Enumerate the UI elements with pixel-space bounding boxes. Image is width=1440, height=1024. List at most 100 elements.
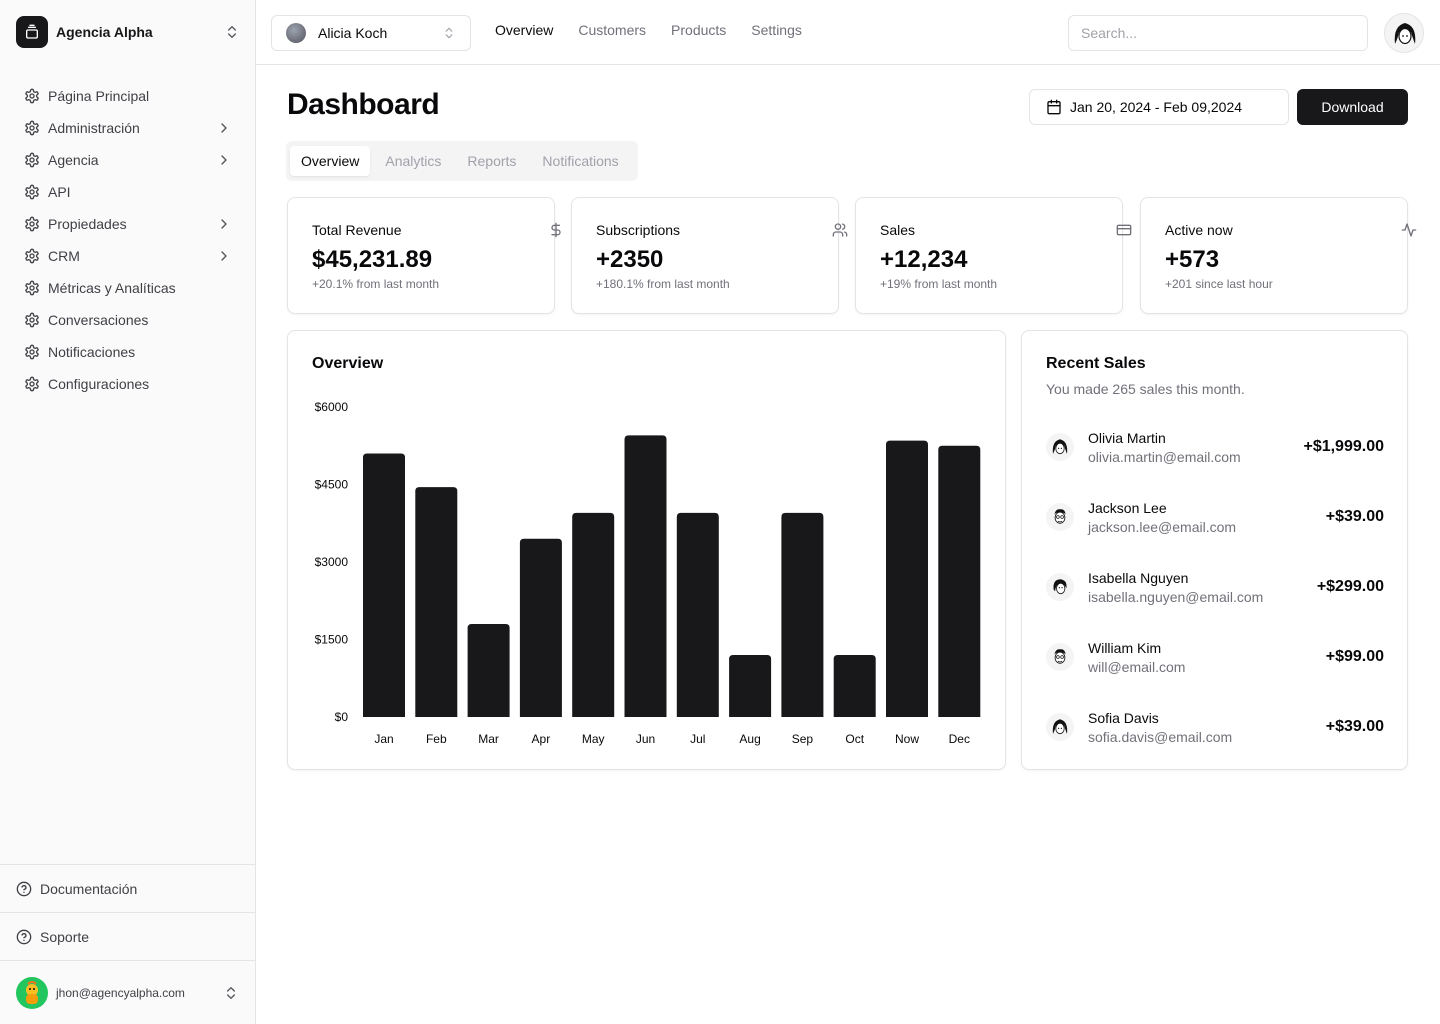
gear-icon: [25, 216, 39, 232]
y-tick-label: $0: [335, 710, 349, 724]
sidebar-item-api[interactable]: API: [16, 176, 240, 208]
avatar: [1046, 573, 1074, 601]
sidebar-item-label: Agencia: [48, 152, 99, 168]
sidebar-item-notificaciones[interactable]: Notificaciones: [16, 336, 240, 368]
sidebar-item-agencia[interactable]: Agencia: [16, 144, 240, 176]
sidebar-item-pagina-principal[interactable]: Página Principal: [16, 80, 240, 112]
calendar-icon: [1047, 99, 1061, 115]
stat-card-subscriptions: Subscriptions +2350 +180.1% from last mo…: [571, 197, 848, 314]
sidebar-nav: Página Principal Administración Agencia …: [16, 80, 240, 400]
brand-logo-icon: [16, 16, 48, 48]
customer-email: sofia.davis@email.com: [1088, 728, 1233, 745]
sale-amount: +$39.00: [1325, 718, 1384, 735]
avatar: [1046, 503, 1074, 531]
recent-sales-title: Recent Sales: [1046, 355, 1146, 372]
overview-chart-card: Overview $0 $1500 $3000 $4500 $6000 Jan Feb Mar…: [287, 330, 1006, 770]
sidebar-item-propiedades[interactable]: Propiedades: [16, 208, 240, 240]
brand-switcher[interactable]: Agencia Alpha: [16, 16, 240, 48]
tab-analytics[interactable]: Analytics: [385, 153, 442, 169]
sidebar-item-conversaciones[interactable]: Conversaciones: [16, 304, 240, 336]
gear-icon: [25, 152, 39, 168]
customer-name: Jackson Lee: [1088, 499, 1167, 516]
team-switcher[interactable]: Alicia Koch: [271, 15, 471, 51]
team-name: Alicia Koch: [318, 25, 388, 41]
chart-bar-jun[interactable]: [624, 435, 667, 717]
chart-bar-may[interactable]: [572, 512, 615, 717]
tab-notifications[interactable]: Notifications: [542, 153, 619, 169]
chart-bar-feb[interactable]: [415, 487, 458, 717]
customer-name: Sofia Davis: [1088, 709, 1159, 726]
recent-sales-card: Recent Sales You made 265 sales this mon…: [1021, 330, 1408, 770]
chart-bar-mar[interactable]: [467, 624, 510, 717]
stat-title: Active now: [1165, 222, 1233, 238]
chart-bar-sep[interactable]: [781, 512, 824, 717]
nav-overview[interactable]: Overview: [495, 22, 554, 38]
avatar: [1046, 643, 1074, 671]
sale-amount: +$99.00: [1325, 648, 1384, 665]
nav-customers[interactable]: Customers: [578, 22, 647, 38]
download-button[interactable]: Download: [1297, 89, 1408, 125]
activity-icon: [1401, 223, 1417, 237]
customer-email: jackson.lee@email.com: [1088, 518, 1237, 535]
gear-icon: [25, 280, 39, 296]
documentation-link[interactable]: Documentación: [0, 864, 255, 912]
stat-value: +573: [1165, 246, 1220, 273]
sidebar-item-crm[interactable]: CRM: [16, 240, 240, 272]
chevron-right-icon: [221, 155, 227, 165]
chart-bar-now[interactable]: [886, 440, 928, 717]
chart-bar-jul[interactable]: [676, 512, 719, 717]
stat-title: Sales: [880, 222, 916, 238]
sidebar-item-label: API: [48, 184, 71, 200]
sidebar-item-metricas[interactable]: Métricas y Analíticas: [16, 272, 240, 304]
chevron-right-icon: [221, 123, 227, 133]
chart-bar-apr[interactable]: [519, 538, 562, 717]
recent-sales-subtitle: You made 265 sales this month.: [1046, 381, 1245, 397]
x-tick-label: Sep: [792, 732, 814, 746]
search-input[interactable]: [1068, 15, 1368, 51]
sidebar-item-label: Propiedades: [48, 216, 127, 232]
tab-overview[interactable]: Overview: [290, 146, 371, 176]
gear-icon: [25, 248, 39, 264]
chevrons-up-down-icon: [445, 27, 453, 39]
date-range-picker[interactable]: Jan 20, 2024 - Feb 09,2024: [1029, 89, 1289, 125]
sidebar-item-administracion[interactable]: Administración: [16, 112, 240, 144]
sidebar-item-label: Conversaciones: [48, 312, 149, 328]
chevrons-up-down-icon: [228, 26, 236, 38]
sidebar-item-label: Notificaciones: [48, 344, 136, 360]
overview-bar-chart: $0 $1500 $3000 $4500 $6000 Jan Feb Mar Apr May Jun…: [315, 400, 981, 746]
sidebar-item-configuraciones[interactable]: Configuraciones: [16, 368, 240, 400]
user-email: jhon@agencyalpha.com: [56, 985, 185, 1000]
avatar: [1046, 713, 1074, 741]
customer-email: will@email.com: [1088, 658, 1186, 675]
nav-settings[interactable]: Settings: [751, 22, 802, 38]
stat-card-total-revenue: Total Revenue $45,231.89 +20.1% from las…: [287, 197, 561, 314]
nav-products[interactable]: Products: [671, 22, 727, 38]
tab-reports[interactable]: Reports: [467, 153, 517, 169]
sidebar-item-label: CRM: [48, 248, 80, 264]
y-tick-label: $3000: [315, 555, 349, 569]
stat-title: Total Revenue: [312, 222, 402, 238]
sidebar: Agencia Alpha Página Principal Administr…: [0, 0, 256, 1024]
x-tick-label: Jun: [636, 732, 655, 746]
avatar[interactable]: [1384, 13, 1424, 53]
brand-name: Agencia Alpha: [56, 24, 153, 40]
chart-title: Overview: [312, 355, 384, 372]
help-circle-icon: [16, 881, 32, 896]
stat-title: Subscriptions: [596, 222, 681, 238]
help-circle-icon: [16, 929, 32, 944]
chart-bar-jan[interactable]: [363, 453, 405, 718]
gear-icon: [25, 376, 39, 392]
customer-name: Olivia Martin: [1088, 429, 1166, 446]
sidebar-item-label: Configuraciones: [48, 376, 150, 392]
team-avatar: [286, 23, 306, 43]
chart-bar-dec[interactable]: [938, 445, 981, 717]
chevron-right-icon: [221, 219, 227, 229]
support-link[interactable]: Soporte: [0, 912, 255, 960]
sale-amount: +$39.00: [1325, 508, 1384, 525]
page-title: Dashboard: [287, 88, 440, 121]
chart-bar-aug[interactable]: [729, 655, 772, 717]
customer-email: isabella.nguyen@email.com: [1088, 588, 1264, 605]
user-account-switcher[interactable]: jhon@agencyalpha.com: [0, 960, 255, 1024]
chart-bar-oct[interactable]: [833, 655, 876, 717]
